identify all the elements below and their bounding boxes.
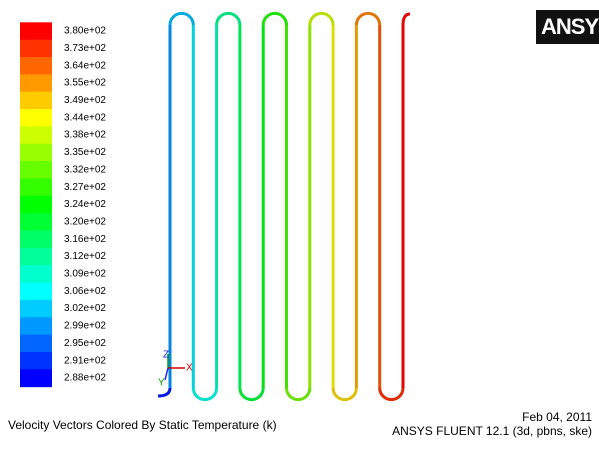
tube-bend	[285, 387, 312, 402]
color-band	[20, 334, 52, 353]
x-label: X	[186, 363, 193, 374]
legend-label: 3.27e+02	[64, 182, 106, 193]
tube-bend	[331, 387, 358, 402]
color-band	[20, 143, 52, 162]
color-band	[20, 39, 52, 58]
color-band	[20, 230, 52, 249]
legend-label: 3.38e+02	[64, 130, 106, 141]
legend-label: 3.80e+02	[64, 26, 106, 37]
color-band	[20, 247, 52, 266]
color-band	[20, 369, 52, 388]
color-band	[20, 126, 52, 145]
date: Feb 04, 2011	[522, 410, 592, 424]
color-band	[20, 91, 52, 110]
color-band	[20, 74, 52, 93]
axis-triad: Z X Y	[158, 350, 193, 389]
tube-bend	[354, 11, 382, 26]
z-label: Z	[163, 350, 169, 361]
legend-label: 2.99e+02	[64, 321, 106, 332]
legend-label: 3.49e+02	[64, 95, 106, 106]
caption: Velocity Vectors Colored By Static Tempe…	[8, 418, 277, 432]
y-axis	[164, 367, 169, 381]
color-band	[20, 178, 52, 197]
legend-label: 3.16e+02	[64, 234, 106, 245]
color-band	[20, 351, 52, 370]
color-band	[20, 213, 52, 232]
legend-label: 3.06e+02	[64, 286, 106, 297]
color-band	[20, 195, 52, 214]
color-band	[20, 282, 52, 301]
logo: ANSYS	[541, 14, 599, 39]
tube-bend	[261, 11, 288, 26]
color-band	[20, 57, 52, 75]
tube-bend	[378, 387, 405, 402]
version: ANSYS FLUENT 12.1 (3d, pbns, ske)	[392, 424, 592, 438]
legend-label: 3.20e+02	[64, 216, 106, 227]
legend-label: 3.02e+02	[64, 303, 106, 314]
tube-inlet	[157, 387, 172, 398]
legend-label: 3.09e+02	[64, 269, 106, 280]
legend-label: 3.55e+02	[64, 78, 106, 89]
color-band	[20, 265, 52, 284]
legend-label: 3.24e+02	[64, 199, 106, 210]
tube-bend	[238, 387, 265, 402]
legend-label: 3.35e+02	[64, 147, 106, 158]
color-bar: 3.80e+02 3.73e+02 3.64e+02 3.55e+02 3.49e+02…	[20, 22, 106, 388]
serpentine-tube	[157, 11, 411, 402]
legend-label: 2.88e+02	[64, 373, 106, 384]
legend-label: 2.95e+02	[64, 338, 106, 349]
color-band	[20, 22, 52, 41]
legend-label: 3.64e+02	[64, 60, 106, 71]
color-band	[20, 317, 52, 336]
tube-bend	[215, 11, 242, 26]
tube-bend	[308, 11, 335, 26]
y-label: Y	[158, 378, 165, 389]
color-band	[20, 109, 52, 127]
legend-label: 3.44e+02	[64, 112, 106, 123]
tube-bend	[168, 11, 195, 26]
legend-label: 3.32e+02	[64, 164, 106, 175]
tube-outlet	[401, 12, 411, 26]
color-band	[20, 161, 52, 179]
legend-label: 3.12e+02	[64, 251, 106, 262]
legend-label: 3.73e+02	[64, 43, 106, 54]
logo-box	[536, 10, 599, 44]
legend-label: 2.91e+02	[64, 355, 106, 366]
tube-bend	[191, 387, 219, 402]
color-band	[20, 299, 52, 318]
